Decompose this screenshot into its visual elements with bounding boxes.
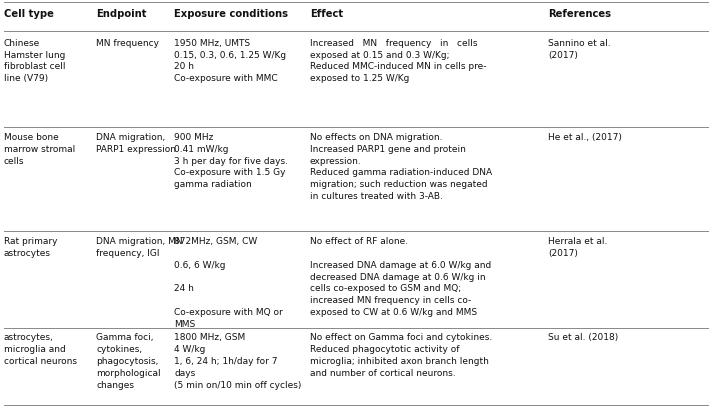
Text: Herrala et al.
(2017): Herrala et al. (2017) [548,237,607,258]
Text: Increased   MN   frequency   in   cells
exposed at 0.15 and 0.3 W/Kg;
Reduced MM: Increased MN frequency in cells exposed … [310,39,486,83]
Text: Sannino et al.
(2017): Sannino et al. (2017) [548,39,611,60]
Text: Cell type: Cell type [4,9,53,19]
Text: Su et al. (2018): Su et al. (2018) [548,333,619,342]
Text: No effects on DNA migration.
Increased PARP1 gene and protein
expression.
Reduce: No effects on DNA migration. Increased P… [310,133,492,201]
Text: He et al., (2017): He et al., (2017) [548,133,622,142]
Text: 1800 MHz, GSM
4 W/kg
1, 6, 24 h; 1h/day for 7
days
(5 min on/10 min off cycles): 1800 MHz, GSM 4 W/kg 1, 6, 24 h; 1h/day … [174,333,302,389]
Text: astrocytes,
microglia and
cortical neurons: astrocytes, microglia and cortical neuro… [4,333,77,366]
Text: 872MHz, GSM, CW

0.6, 6 W/kg

24 h

Co-exposure with MQ or
MMS: 872MHz, GSM, CW 0.6, 6 W/kg 24 h Co-expo… [174,237,283,329]
Text: Mouse bone
marrow stromal
cells: Mouse bone marrow stromal cells [4,133,75,166]
Text: Rat primary
astrocytes: Rat primary astrocytes [4,237,57,258]
Text: 1950 MHz, UMTS
0.15, 0.3, 0.6, 1.25 W/Kg
20 h
Co-exposure with MMC: 1950 MHz, UMTS 0.15, 0.3, 0.6, 1.25 W/Kg… [174,39,286,83]
Text: No effect of RF alone.

Increased DNA damage at 6.0 W/kg and
decreased DNA damag: No effect of RF alone. Increased DNA dam… [310,237,491,317]
Text: 900 MHz
0.41 mW/kg
3 h per day for five days.
Co-exposure with 1.5 Gy
gamma radi: 900 MHz 0.41 mW/kg 3 h per day for five … [174,133,288,189]
Text: Gamma foci,
cytokines,
phagocytosis,
morphological
changes: Gamma foci, cytokines, phagocytosis, mor… [96,333,161,389]
Text: Exposure conditions: Exposure conditions [174,9,288,19]
Text: MN frequency: MN frequency [96,39,159,48]
Text: Chinese
Hamster lung
fibroblast cell
line (V79): Chinese Hamster lung fibroblast cell lin… [4,39,65,83]
Text: DNA migration,
PARP1 expression: DNA migration, PARP1 expression [96,133,176,154]
Text: Effect: Effect [310,9,343,19]
Text: Endpoint: Endpoint [96,9,147,19]
Text: No effect on Gamma foci and cytokines.
Reduced phagocytotic activity of
microgli: No effect on Gamma foci and cytokines. R… [310,333,492,378]
Text: References: References [548,9,611,19]
Text: DNA migration, MN
frequency, IGI: DNA migration, MN frequency, IGI [96,237,183,258]
